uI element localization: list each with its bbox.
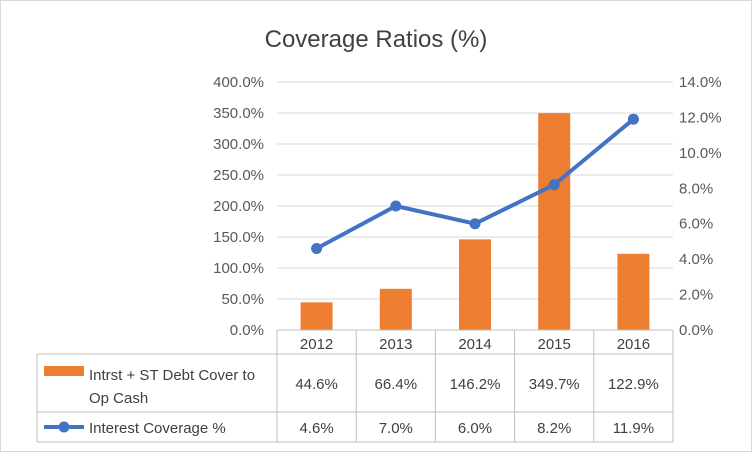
bar [379, 288, 412, 330]
right-axis-tick-label: 6.0% [679, 216, 713, 233]
series-name-bar: Intrst + ST Debt Cover to [89, 367, 255, 384]
line-value-cell: 4.6% [299, 420, 333, 437]
category-label: 2012 [300, 336, 333, 353]
line-series [311, 113, 639, 255]
line-point [627, 113, 639, 125]
left-axis-tick-label: 100.0% [213, 260, 264, 277]
left-axis-tick-label: 50.0% [221, 291, 264, 308]
left-axis-tick-label: 200.0% [213, 198, 264, 215]
bar [459, 239, 491, 330]
line-point [390, 200, 402, 212]
chart-title: Coverage Ratios (%) [265, 26, 488, 53]
bar-value-cell: 66.4% [375, 376, 418, 393]
bar [617, 253, 650, 330]
bar-value-cell: 122.9% [608, 376, 659, 393]
line-value-cell: 6.0% [458, 420, 492, 437]
line-value-cell: 11.9% [613, 420, 654, 437]
left-axis-ticks: 0.0% 50.0% 100.0% 150.0% 200.0% 250.0% 300.0% 3… [213, 74, 264, 339]
left-axis-tick-label: 300.0% [213, 136, 264, 153]
bar [300, 302, 333, 330]
bar-value-cell: 349.7% [529, 376, 580, 393]
right-axis-tick-label: 4.0% [679, 251, 713, 268]
line-value-cell: 7.0% [379, 420, 413, 437]
line-point [548, 179, 560, 191]
line-point [311, 243, 323, 255]
bar-value-cell: 146.2% [450, 376, 501, 393]
right-axis-tick-label: 14.0% [679, 74, 722, 91]
bar [538, 113, 571, 330]
right-axis-tick-label: 2.0% [679, 287, 713, 304]
series-name-line: Interest Coverage % [89, 420, 226, 437]
left-axis-tick-label: 250.0% [213, 167, 264, 184]
series-name-bar-cont: Op Cash [89, 390, 148, 407]
category-label: 2014 [458, 336, 491, 353]
gridlines [277, 81, 673, 300]
right-axis-tick-label: 8.0% [679, 180, 713, 197]
category-label: 2016 [617, 336, 650, 353]
right-axis-tick-label: 12.0% [679, 109, 722, 126]
legend-swatch-marker [58, 421, 70, 433]
left-axis-tick-label: 400.0% [213, 74, 264, 91]
category-label: 2013 [379, 336, 412, 353]
bar-series [300, 113, 650, 330]
left-axis-tick-label: 0.0% [230, 322, 264, 339]
right-axis-tick-label: 10.0% [679, 145, 722, 162]
right-axis-ticks: 0.0% 2.0% 4.0% 6.0% 8.0% 10.0% 12.0% 14.0% [679, 74, 722, 339]
line-point [469, 218, 481, 230]
left-axis-tick-label: 350.0% [213, 105, 264, 122]
category-label: 2015 [538, 336, 571, 353]
legend-swatch-bar [44, 366, 84, 376]
line-value-cell: 8.2% [537, 420, 571, 437]
left-axis-tick-label: 150.0% [213, 229, 264, 246]
data-table: 2012 2013 2014 2015 2016 Intrst + ST Debt Cov… [36, 329, 674, 443]
right-axis-tick-label: 0.0% [679, 322, 713, 339]
bar-value-cell: 44.6% [295, 376, 338, 393]
